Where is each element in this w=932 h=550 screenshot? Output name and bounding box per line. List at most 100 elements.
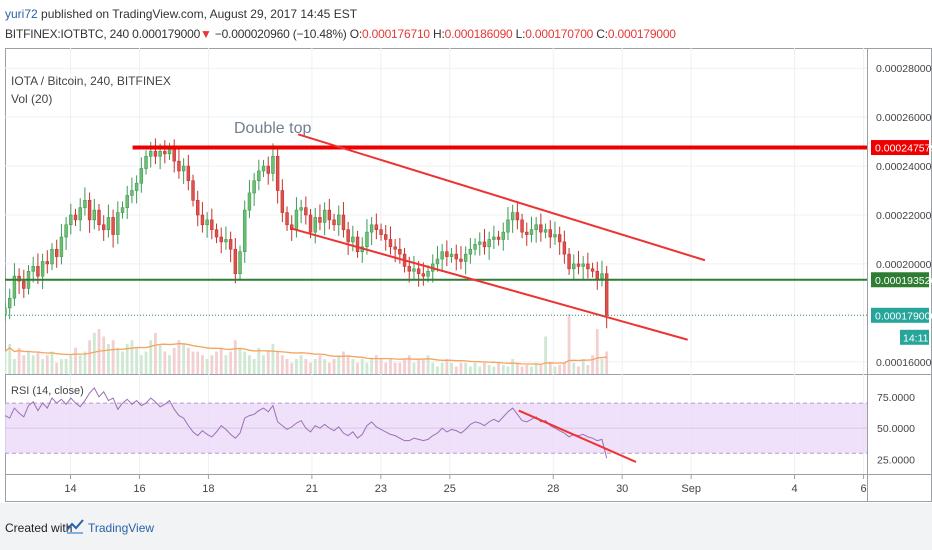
candle[interactable] [384,234,388,240]
candle[interactable] [487,239,491,248]
candle[interactable] [172,148,176,162]
candle[interactable] [440,251,444,260]
candle[interactable] [369,224,374,233]
candle[interactable] [562,241,567,255]
candle[interactable] [426,270,430,277]
candle[interactable] [205,219,209,226]
candle[interactable] [50,248,54,265]
candle[interactable] [449,253,454,257]
candle[interactable] [200,214,205,226]
candle[interactable] [557,234,562,243]
candle[interactable] [210,219,214,230]
candle[interactable] [153,151,158,157]
candle[interactable] [515,212,520,221]
candle[interactable] [388,239,393,248]
candle[interactable] [379,229,383,235]
candle[interactable] [590,268,595,272]
candle[interactable] [337,214,341,226]
candle[interactable] [294,209,299,230]
tradingview-link[interactable]: TradingView [88,521,155,535]
candle[interactable] [322,209,327,223]
candle[interactable] [280,190,285,213]
candle[interactable] [167,148,172,155]
candle[interactable] [163,151,167,155]
candle[interactable] [7,297,12,309]
candle[interactable] [454,253,458,260]
candle[interactable] [228,239,233,250]
candle[interactable] [492,236,496,240]
candle[interactable] [87,200,92,221]
candle[interactable] [31,266,35,272]
candle[interactable] [398,248,402,255]
candle[interactable] [92,209,97,221]
candle[interactable] [177,160,181,172]
candle[interactable] [271,155,275,174]
candle[interactable] [134,182,139,191]
candle[interactable] [45,261,50,265]
candle[interactable] [355,236,360,252]
time-scale[interactable]: 14 16 18 21 23 25 28 30 Sep 4 6 [64,474,867,495]
candle[interactable] [586,263,590,270]
candle[interactable] [3,307,7,316]
candle[interactable] [97,209,101,226]
candle[interactable] [567,253,571,270]
candle[interactable] [374,224,379,230]
candle[interactable] [506,219,510,233]
candle[interactable] [501,231,505,240]
candle[interactable] [595,270,599,279]
candle[interactable] [17,275,21,282]
candle[interactable] [111,217,115,235]
candle[interactable] [572,263,576,270]
candle[interactable] [416,268,421,275]
candle[interactable] [421,273,426,277]
candle[interactable] [576,263,581,267]
candle[interactable] [299,207,303,211]
candle[interactable] [40,261,45,277]
candle[interactable] [139,168,144,184]
candle[interactable] [435,258,440,265]
candle[interactable] [445,251,449,257]
candle[interactable] [290,224,294,230]
candle[interactable] [543,229,548,233]
chart-area[interactable]: IOTA / Bitcoin, 240, BITFINEX Vol (20) R… [3,48,932,502]
candle[interactable] [261,165,266,172]
candle[interactable] [459,258,463,262]
candle[interactable] [332,219,336,226]
candle[interactable] [214,229,219,238]
candle[interactable] [36,266,40,277]
candle[interactable] [22,280,26,289]
author-link[interactable]: yuri72 [5,7,38,21]
candle[interactable] [407,266,411,272]
candle[interactable] [482,241,487,248]
double-top-annotation[interactable]: Double top [234,120,311,137]
candle[interactable] [158,151,162,157]
candle[interactable] [478,241,482,245]
candle[interactable] [520,219,524,233]
candle[interactable] [468,248,473,255]
candle[interactable] [106,217,111,230]
candle[interactable] [318,217,322,223]
rsi-trend-line[interactable] [518,409,637,463]
price-scale[interactable]: 0.000280000 0.000260000 0.000240000 0.00022… [876,63,932,369]
candle[interactable] [186,165,191,182]
candle[interactable] [313,217,317,233]
candle[interactable] [224,239,228,243]
channel-line[interactable] [297,133,706,262]
candle[interactable] [473,244,477,250]
candle[interactable] [529,229,534,235]
candle[interactable] [130,190,134,196]
candle[interactable] [196,200,200,216]
candle[interactable] [181,165,186,172]
channel-line[interactable] [290,227,688,341]
candle[interactable] [539,224,543,233]
candle[interactable] [243,209,247,252]
candle[interactable] [308,214,313,233]
candle[interactable] [412,268,416,272]
candle[interactable] [69,214,73,226]
candle[interactable] [553,234,557,238]
candle[interactable] [120,207,125,213]
candle[interactable] [191,180,195,201]
candle[interactable] [149,151,153,157]
candle[interactable] [266,165,270,174]
candle[interactable] [304,207,308,216]
